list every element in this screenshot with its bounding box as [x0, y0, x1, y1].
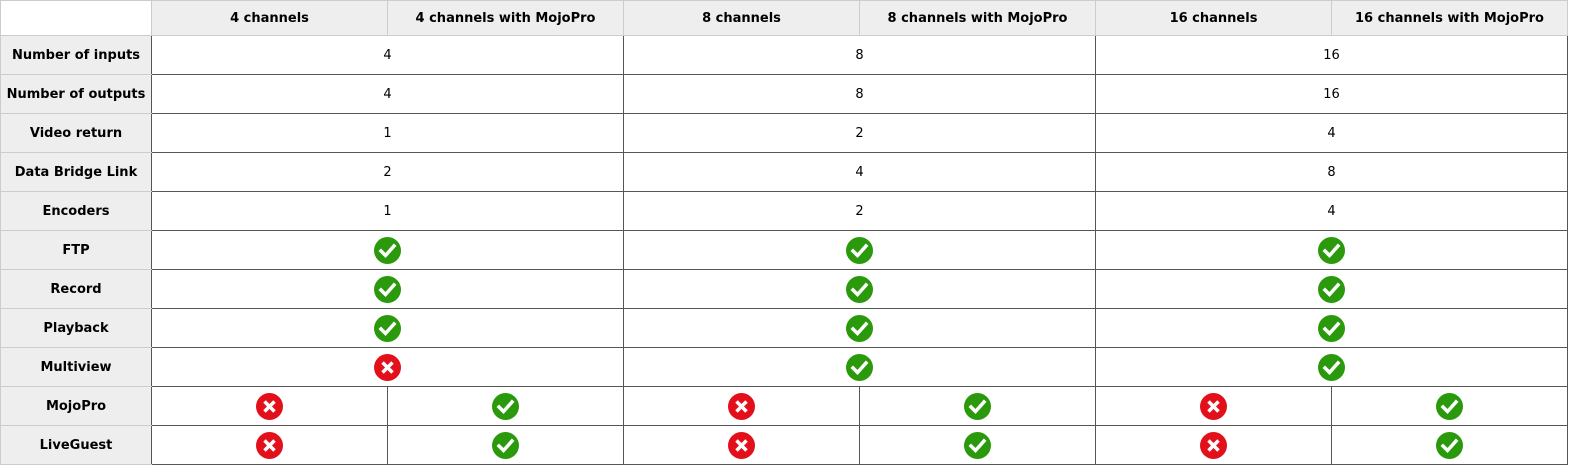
table-row: Number of outputs 4 8 16: [0, 74, 1568, 114]
cross-icon: [1200, 431, 1227, 459]
table-cell: 4: [1095, 191, 1568, 231]
table-row: Multiview: [0, 347, 1568, 387]
row-label: Multiview: [0, 347, 152, 387]
table-cell: [1095, 308, 1568, 348]
table-cell: 4: [151, 74, 624, 114]
column-header: 16 channels: [1095, 0, 1332, 36]
table-cell: [623, 230, 1096, 270]
check-icon: [374, 236, 401, 264]
table-cell: [1095, 347, 1568, 387]
table-cell: 2: [151, 152, 624, 192]
check-icon: [964, 392, 991, 420]
check-icon: [846, 275, 873, 303]
table-cell: 16: [1095, 35, 1568, 75]
table-row: Video return 1 2 4: [0, 113, 1568, 153]
column-header: 8 channels with MojoPro: [859, 0, 1096, 36]
corner-cell: [0, 0, 152, 36]
table-cell: 4: [151, 35, 624, 75]
row-label: Video return: [0, 113, 152, 153]
check-icon: [1318, 275, 1345, 303]
table-cell: [623, 347, 1096, 387]
table-cell: [151, 230, 624, 270]
table-cell: 8: [1095, 152, 1568, 192]
row-label: Playback: [0, 308, 152, 348]
check-icon: [846, 314, 873, 342]
table-cell: [623, 308, 1096, 348]
table-cell: [1095, 386, 1332, 426]
table-cell: 8: [623, 35, 1096, 75]
channel-comparison-table: 4 channels 4 channels with MojoPro 8 cha…: [0, 0, 1568, 465]
column-header: 8 channels: [623, 0, 860, 36]
table-cell: [387, 386, 624, 426]
table-row: Record: [0, 269, 1568, 309]
table-cell: [151, 386, 388, 426]
check-icon: [846, 236, 873, 264]
header-row: 4 channels 4 channels with MojoPro 8 cha…: [0, 0, 1568, 36]
row-label: Data Bridge Link: [0, 152, 152, 192]
row-label: Encoders: [0, 191, 152, 231]
cross-icon: [1200, 392, 1227, 420]
table-cell: 4: [1095, 113, 1568, 153]
table-cell: [1095, 425, 1332, 465]
table-cell: [1331, 386, 1568, 426]
check-icon: [1436, 392, 1463, 420]
check-icon: [492, 431, 519, 459]
check-icon: [374, 275, 401, 303]
row-label: FTP: [0, 230, 152, 270]
column-header: 4 channels with MojoPro: [387, 0, 624, 36]
cross-icon: [728, 431, 755, 459]
table-cell: 4: [623, 152, 1096, 192]
table-cell: [859, 425, 1096, 465]
table-row: Number of inputs 4 8 16: [0, 35, 1568, 75]
table-row: MojoPro: [0, 386, 1568, 426]
column-header: 4 channels: [151, 0, 388, 36]
table-row: FTP: [0, 230, 1568, 270]
table-cell: [623, 269, 1096, 309]
check-icon: [1436, 431, 1463, 459]
table-cell: [623, 386, 860, 426]
table-cell: [859, 386, 1096, 426]
check-icon: [846, 353, 873, 381]
table-cell: [387, 425, 624, 465]
table-cell: 2: [623, 113, 1096, 153]
check-icon: [1318, 353, 1345, 381]
table-cell: [151, 425, 388, 465]
table-cell: [1095, 230, 1568, 270]
check-icon: [964, 431, 991, 459]
table-cell: 16: [1095, 74, 1568, 114]
row-label: Record: [0, 269, 152, 309]
table-cell: 8: [623, 74, 1096, 114]
table-body: Number of inputs 4 8 16 Number of outputs 4 8 1…: [0, 35, 1568, 465]
table-cell: [1095, 269, 1568, 309]
column-header: 16 channels with MojoPro: [1331, 0, 1568, 36]
table-row: Encoders 1 2 4: [0, 191, 1568, 231]
table-cell: [151, 308, 624, 348]
check-icon: [374, 314, 401, 342]
check-icon: [492, 392, 519, 420]
table-cell: [623, 425, 860, 465]
table-cell: 2: [623, 191, 1096, 231]
table-cell: [151, 347, 624, 387]
table-cell: [1331, 425, 1568, 465]
row-label: LiveGuest: [0, 425, 152, 465]
table-cell: [151, 269, 624, 309]
table-row: LiveGuest: [0, 425, 1568, 465]
table-row: Data Bridge Link 2 4 8: [0, 152, 1568, 192]
check-icon: [1318, 236, 1345, 264]
cross-icon: [256, 431, 283, 459]
table-cell: 1: [151, 113, 624, 153]
row-label: Number of outputs: [0, 74, 152, 114]
cross-icon: [374, 353, 401, 381]
cross-icon: [728, 392, 755, 420]
row-label: Number of inputs: [0, 35, 152, 75]
row-label: MojoPro: [0, 386, 152, 426]
cross-icon: [256, 392, 283, 420]
table-row: Playback: [0, 308, 1568, 348]
table-cell: 1: [151, 191, 624, 231]
check-icon: [1318, 314, 1345, 342]
